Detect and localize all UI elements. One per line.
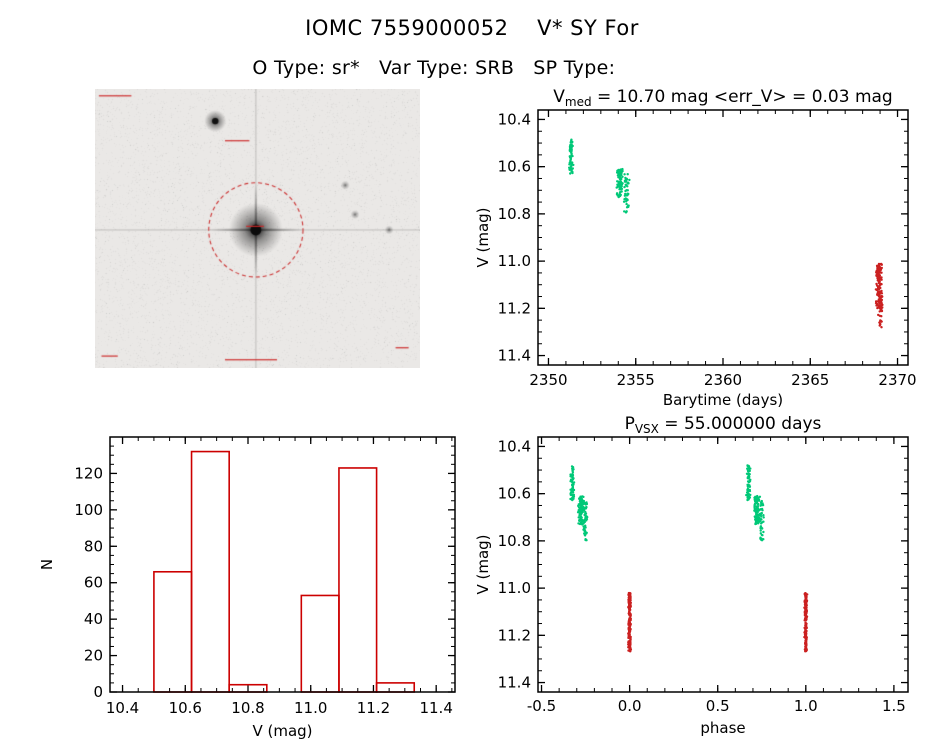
svg-text:10.4: 10.4 bbox=[498, 110, 531, 128]
light-curve-chart: Vmed = 10.70 mag <err_V> = 0.03 mag 2350 2… bbox=[470, 80, 944, 415]
histogram-chart: 10.4 10.6 10.8 11.0 11.2 11.4 0 20 40 60 80 100 120 V… bbox=[38, 425, 470, 747]
svg-text:10.8: 10.8 bbox=[498, 532, 531, 550]
svg-text:1.5: 1.5 bbox=[882, 697, 906, 715]
svg-text:10.6: 10.6 bbox=[498, 485, 531, 503]
page-subtitle: O Type: sr* Var Type: SRB SP Type: bbox=[252, 57, 622, 79]
chart-canvas: 10.4 10.6 10.8 11.0 11.2 11.4 0 20 40 60 80 100 120 V… bbox=[38, 436, 456, 740]
svg-text:80: 80 bbox=[84, 537, 103, 555]
svg-text:2370: 2370 bbox=[878, 371, 916, 389]
svg-text:2365: 2365 bbox=[791, 371, 829, 389]
svg-text:10.6: 10.6 bbox=[498, 158, 531, 176]
svg-text:11.0: 11.0 bbox=[498, 579, 531, 597]
svg-text:2355: 2355 bbox=[617, 371, 655, 389]
svg-text:11.0: 11.0 bbox=[294, 699, 327, 717]
svg-text:1.0: 1.0 bbox=[794, 697, 818, 715]
svg-text:20: 20 bbox=[84, 647, 103, 665]
svg-text:10.4: 10.4 bbox=[498, 437, 531, 455]
svg-text:11.2: 11.2 bbox=[357, 699, 390, 717]
svg-text:V (mag): V (mag) bbox=[252, 722, 312, 740]
chart-canvas: PVSX = 55.000000 days -0.5 0.0 0.5 1.0 1.5 10.… bbox=[474, 414, 909, 737]
svg-text:100: 100 bbox=[74, 501, 103, 519]
svg-text:V (mag): V (mag) bbox=[474, 207, 492, 267]
svg-text:V (mag): V (mag) bbox=[474, 534, 492, 594]
svg-text:11.2: 11.2 bbox=[498, 626, 531, 644]
svg-text:PVSX = 55.000000 days: PVSX = 55.000000 days bbox=[625, 414, 822, 436]
svg-text:Vmed = 10.70 mag <err_V> = 0.: Vmed = 10.70 mag <err_V> = 0.03 mag bbox=[553, 87, 892, 109]
svg-text:11.4: 11.4 bbox=[498, 347, 531, 365]
svg-text:10.8: 10.8 bbox=[498, 205, 531, 223]
svg-text:11.4: 11.4 bbox=[498, 674, 531, 692]
svg-text:phase: phase bbox=[700, 719, 745, 737]
svg-text:11.2: 11.2 bbox=[498, 299, 531, 317]
svg-text:0.0: 0.0 bbox=[618, 697, 642, 715]
svg-text:10.4: 10.4 bbox=[106, 699, 139, 717]
svg-text:2350: 2350 bbox=[529, 371, 567, 389]
svg-text:10.8: 10.8 bbox=[231, 699, 264, 717]
finder-chart bbox=[95, 89, 420, 368]
chart-canvas: Vmed = 10.70 mag <err_V> = 0.03 mag 2350 2… bbox=[474, 87, 917, 409]
svg-text:N: N bbox=[40, 559, 56, 570]
svg-text:0: 0 bbox=[93, 683, 103, 701]
svg-text:0.5: 0.5 bbox=[706, 697, 730, 715]
svg-text:40: 40 bbox=[84, 610, 103, 628]
svg-text:2360: 2360 bbox=[704, 371, 742, 389]
phase-chart: PVSX = 55.000000 days -0.5 0.0 0.5 1.0 1.5 10.… bbox=[470, 408, 944, 747]
svg-text:-0.5: -0.5 bbox=[527, 697, 556, 715]
svg-text:11.4: 11.4 bbox=[419, 699, 452, 717]
page-title: IOMC 7559000052 V* SY For bbox=[305, 16, 639, 40]
svg-text:11.0: 11.0 bbox=[498, 252, 531, 270]
svg-text:Barytime (days): Barytime (days) bbox=[663, 391, 783, 409]
finder-canvas bbox=[95, 89, 420, 368]
svg-text:60: 60 bbox=[84, 574, 103, 592]
svg-text:10.6: 10.6 bbox=[169, 699, 202, 717]
svg-text:120: 120 bbox=[74, 464, 103, 482]
